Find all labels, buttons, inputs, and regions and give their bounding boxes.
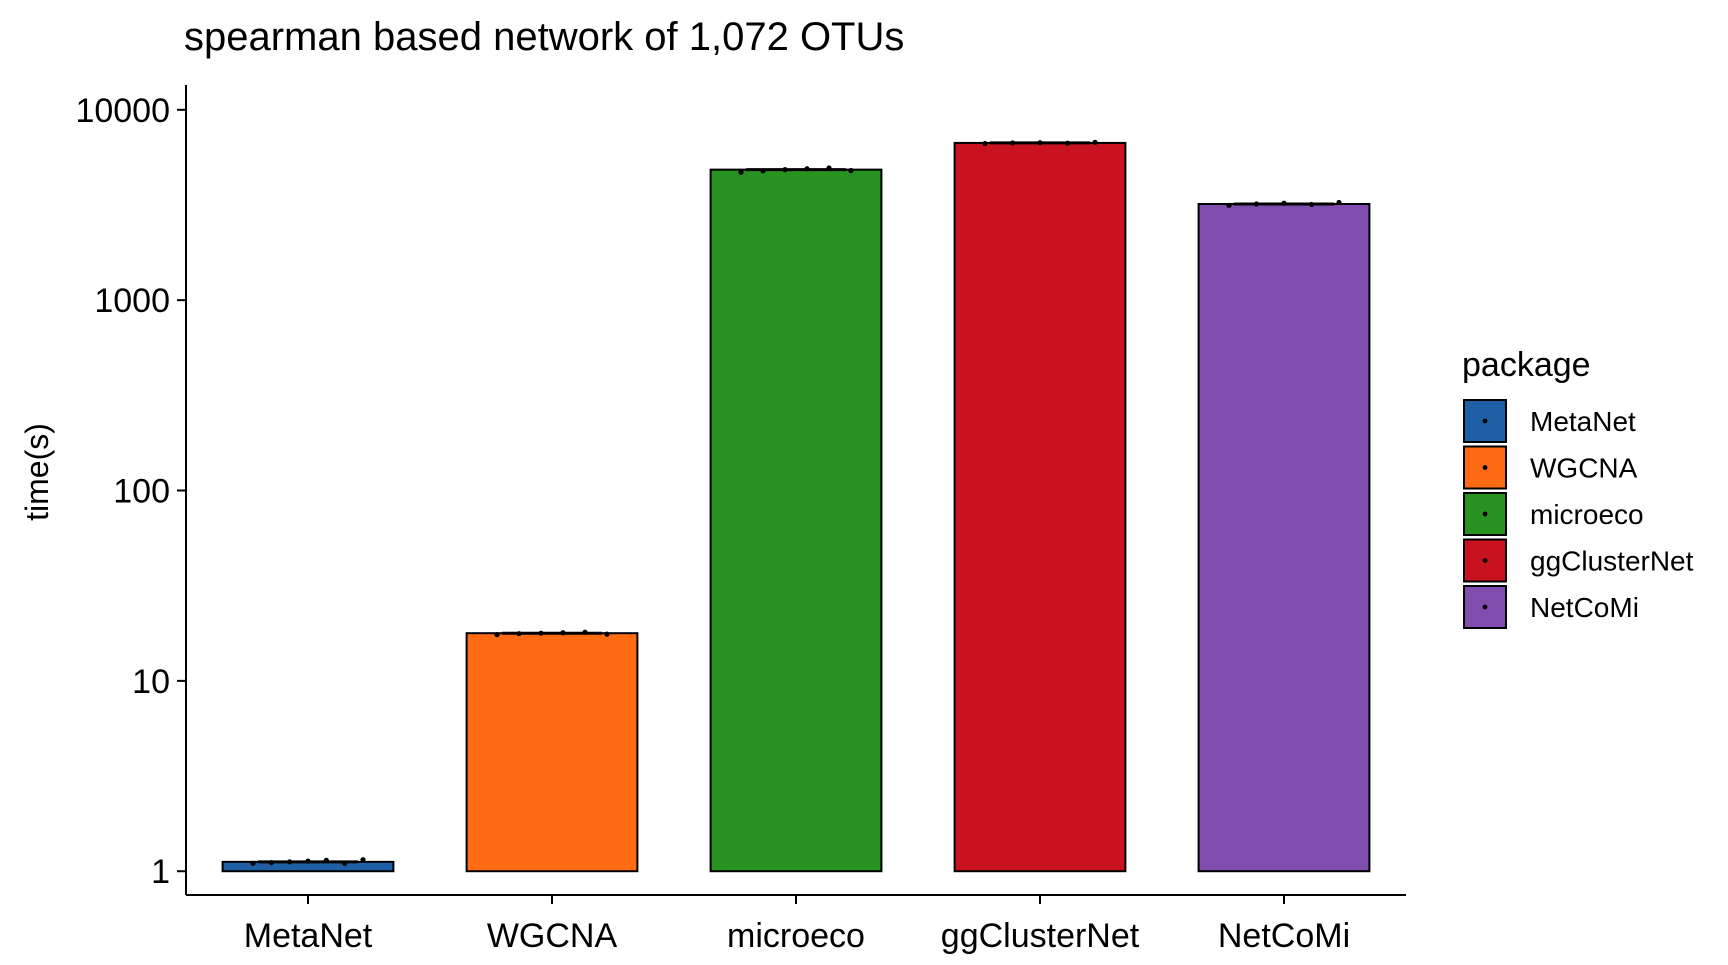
data-point bbox=[305, 858, 311, 864]
data-point bbox=[582, 629, 588, 635]
x-axis: MetaNet WGCNA microeco ggClusterNet NetCoMi bbox=[186, 894, 1406, 955]
plot-area bbox=[221, 139, 1371, 873]
legend-label: MetaNet bbox=[1530, 406, 1636, 437]
data-point bbox=[982, 140, 988, 147]
data-point bbox=[738, 169, 744, 175]
x-tick-label: NetCoMi bbox=[1218, 917, 1350, 955]
y-axis: 1 10 100 1000 10000 bbox=[75, 85, 187, 895]
y-tick-label: 1 bbox=[151, 853, 170, 891]
data-point bbox=[516, 631, 522, 637]
chart-title: spearman based network of 1,072 OTUs bbox=[184, 15, 904, 59]
legend-point bbox=[1482, 511, 1488, 517]
data-point bbox=[782, 167, 788, 173]
bar-netcomi bbox=[1197, 203, 1371, 873]
legend-label: WGCNA bbox=[1530, 453, 1638, 484]
bar-wgcna bbox=[465, 632, 639, 873]
data-point bbox=[494, 632, 500, 638]
data-point bbox=[604, 631, 610, 637]
data-point bbox=[323, 857, 329, 863]
data-point bbox=[804, 166, 810, 172]
legend-title: package bbox=[1462, 346, 1591, 384]
data-point bbox=[848, 167, 854, 174]
data-point bbox=[1308, 201, 1315, 208]
data-point bbox=[1253, 201, 1260, 207]
data-point bbox=[360, 857, 366, 863]
legend-label: microeco bbox=[1530, 499, 1644, 530]
data-point bbox=[250, 860, 256, 866]
legend: package MetaNet WGCNA microeco ggClusterNet… bbox=[1462, 346, 1694, 629]
data-point bbox=[1281, 200, 1287, 206]
data-point bbox=[1037, 140, 1043, 146]
x-tick-label: ggClusterNet bbox=[941, 917, 1140, 955]
y-axis-title: time(s) bbox=[19, 423, 55, 521]
bar-ggclusternet bbox=[953, 141, 1127, 873]
data-point bbox=[1064, 140, 1071, 146]
data-point bbox=[760, 168, 766, 174]
x-tick-label: microeco bbox=[727, 917, 865, 955]
legend-label: ggClusterNet bbox=[1530, 546, 1694, 577]
y-tick-label: 1000 bbox=[94, 282, 170, 320]
legend-point bbox=[1482, 465, 1488, 470]
legend-point bbox=[1482, 558, 1488, 563]
data-point bbox=[1092, 139, 1098, 145]
data-point bbox=[287, 859, 293, 865]
bar-microeco bbox=[709, 168, 883, 873]
data-point bbox=[268, 859, 274, 866]
legend-point bbox=[1482, 418, 1488, 424]
legend-point bbox=[1482, 604, 1488, 610]
data-point bbox=[538, 630, 544, 636]
data-point bbox=[1336, 199, 1342, 206]
data-point bbox=[1226, 202, 1232, 208]
legend-label: NetCoMi bbox=[1530, 592, 1639, 623]
data-point bbox=[342, 860, 348, 866]
y-tick-label: 100 bbox=[113, 473, 170, 511]
data-point bbox=[1009, 140, 1016, 146]
y-tick-label: 10000 bbox=[75, 92, 170, 130]
data-point bbox=[560, 630, 566, 636]
data-point bbox=[826, 165, 832, 171]
x-tick-label: WGCNA bbox=[487, 917, 618, 955]
x-tick-label: MetaNet bbox=[244, 917, 373, 955]
y-tick-label: 10 bbox=[132, 663, 170, 701]
